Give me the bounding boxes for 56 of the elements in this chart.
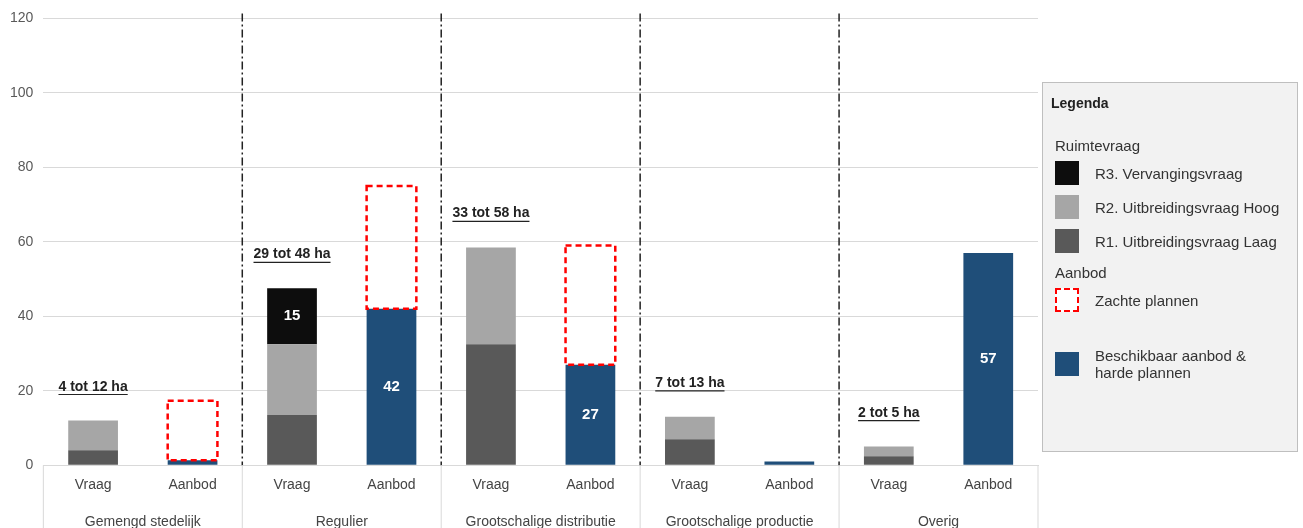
bar <box>166 399 219 462</box>
legend-label: R2. Uitbreidingsvraag Hoog <box>1095 198 1280 216</box>
x-tick-label: Aanbod <box>168 476 217 493</box>
y-tick-label: 80 <box>17 158 34 175</box>
x-tick-label: Aanbod <box>367 476 416 493</box>
bar <box>267 344 317 415</box>
text: Overig <box>917 513 960 528</box>
bar <box>366 308 417 465</box>
bar <box>267 288 317 345</box>
legend-label: R1. Uitbreidingsvraag Laag <box>1095 232 1277 250</box>
legend-label: Beschikbaar aanbod & harde plannen <box>1095 347 1247 381</box>
text: Gemengd stedelijk <box>84 513 202 528</box>
legend-title: Legenda <box>1051 95 1110 111</box>
bar <box>68 450 118 465</box>
bar <box>466 344 516 465</box>
y-tick-label: 120 <box>10 9 34 26</box>
legend-label: R3. Vervangingsvraag <box>1095 164 1243 182</box>
x-tick-label: Aanbod <box>765 476 814 493</box>
data-label: 27 <box>582 404 599 422</box>
bar <box>68 420 118 451</box>
annotation: 7 tot 13 ha <box>655 373 725 390</box>
text: Grootschalige distributie <box>465 513 616 528</box>
annotation: 29 tot 48 ha <box>253 245 331 262</box>
annotation: 2 tot 5 ha <box>858 403 920 420</box>
annotation: 33 tot 58 ha <box>452 204 530 221</box>
bar <box>565 364 616 465</box>
bar <box>665 416 715 440</box>
x-tick-label: Vraag <box>472 476 510 493</box>
x-tick-label: Vraag <box>671 476 709 493</box>
x-tick-label: Aanbod <box>964 476 1013 493</box>
y-tick-label: 100 <box>10 83 34 100</box>
annotation: 4 tot 12 ha <box>58 377 128 394</box>
x-tick-label: Vraag <box>870 476 908 493</box>
bar <box>764 461 815 465</box>
data-label: 57 <box>979 348 997 366</box>
bar <box>863 446 914 457</box>
data-label: 15 <box>283 306 301 324</box>
x-tick-label: Aanbod <box>566 476 615 493</box>
y-tick-label: 0 <box>25 456 34 473</box>
bar <box>863 456 914 465</box>
bar <box>963 252 1014 465</box>
bar <box>564 244 617 366</box>
data-label: 42 <box>383 376 400 394</box>
y-tick-label: 20 <box>17 381 34 398</box>
y-tick-label: 40 <box>17 307 34 324</box>
bar <box>466 247 516 345</box>
bar <box>665 439 715 465</box>
text: Regulier <box>315 513 369 528</box>
text: Grootschalige productie <box>665 513 814 528</box>
legend-label: Zachte plannen <box>1095 291 1199 309</box>
x-tick-label: Vraag <box>273 476 311 493</box>
bar <box>267 414 317 465</box>
text: Aanbod <box>1055 264 1108 281</box>
y-tick-label: 60 <box>17 232 34 249</box>
text: Ruimtevraag <box>1055 137 1142 154</box>
x-tick-label: Vraag <box>74 476 112 493</box>
